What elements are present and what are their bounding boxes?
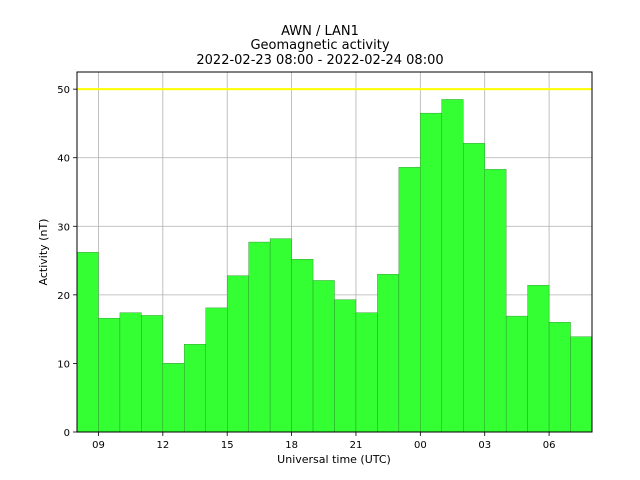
y-tick-label: 40 <box>57 154 70 165</box>
x-tick-label: 18 <box>285 440 298 451</box>
bar-22 <box>548 322 571 433</box>
x-tick-label: 15 <box>221 440 234 451</box>
bar-4 <box>162 363 185 433</box>
y-axis-label: Activity (nT) <box>37 219 50 286</box>
x-tick-label: 00 <box>414 440 427 451</box>
bar-2 <box>119 312 142 433</box>
x-tick-label: 12 <box>156 440 169 451</box>
bar-7 <box>227 275 249 433</box>
chart-title-line-1: AWN / LAN1 <box>281 24 359 39</box>
x-tick-label: 21 <box>350 440 363 451</box>
bar-16 <box>420 112 442 433</box>
bar-11 <box>312 280 335 433</box>
x-axis-label: Universal time (UTC) <box>277 453 391 466</box>
chart-title-line-3: 2022-02-23 08:00 - 2022-02-24 08:00 <box>196 53 444 68</box>
bar-10 <box>291 259 314 433</box>
y-tick-label: 50 <box>57 85 70 96</box>
y-tick-label: 0 <box>64 428 70 439</box>
y-tick-label: 10 <box>57 359 70 370</box>
bar-19 <box>484 169 507 433</box>
y-tick-label: 20 <box>57 291 70 302</box>
bar-23 <box>570 336 593 433</box>
bar-0 <box>76 252 99 433</box>
bar-21 <box>527 285 550 433</box>
plot-frame <box>76 71 593 433</box>
bar-series <box>76 99 593 433</box>
x-tick-label: 03 <box>478 440 491 451</box>
bar-13 <box>355 312 378 433</box>
bar-3 <box>141 315 164 433</box>
y-tick-label: 30 <box>57 222 70 233</box>
bar-12 <box>334 299 357 433</box>
x-tick-label: 09 <box>92 440 105 451</box>
bar-17 <box>441 99 464 433</box>
bar-15 <box>398 167 421 433</box>
bar-9 <box>269 238 292 433</box>
bar-14 <box>377 274 400 433</box>
chart-title-line-2: Geomagnetic activity <box>250 38 390 53</box>
x-tick-label: 06 <box>543 440 556 451</box>
y-axis-ticks: 0 10 20 30 40 50 <box>57 85 77 439</box>
bar-8 <box>248 241 271 433</box>
bar-20 <box>505 315 528 433</box>
bar-6 <box>205 307 228 433</box>
x-axis-ticks: 09 12 15 18 21 00 03 06 <box>92 432 555 451</box>
bar-5 <box>184 344 206 433</box>
bar-1 <box>98 317 121 433</box>
bar-18 <box>463 143 485 433</box>
